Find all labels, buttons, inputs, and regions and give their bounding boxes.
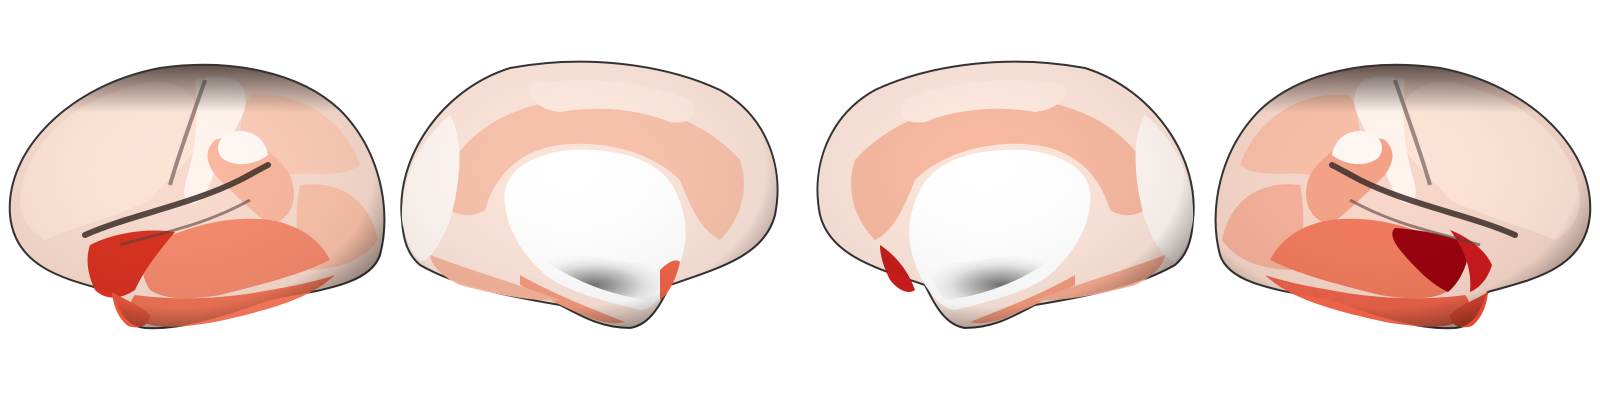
- brain-right-lateral: [1214, 63, 1592, 330]
- left-medial-top-shade: [401, 61, 778, 329]
- right-medial-top-shade: [817, 61, 1194, 329]
- left-lateral-edge-shade: [9, 64, 385, 329]
- brain-left-lateral: [8, 63, 386, 330]
- brain-left-medial: [400, 60, 779, 330]
- brain-right-medial: [816, 60, 1195, 330]
- right-lateral-edge-shade: [1215, 64, 1591, 329]
